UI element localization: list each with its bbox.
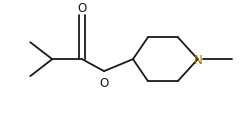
Text: O: O (77, 2, 87, 15)
Text: O: O (99, 76, 109, 89)
Text: N: N (193, 53, 202, 66)
